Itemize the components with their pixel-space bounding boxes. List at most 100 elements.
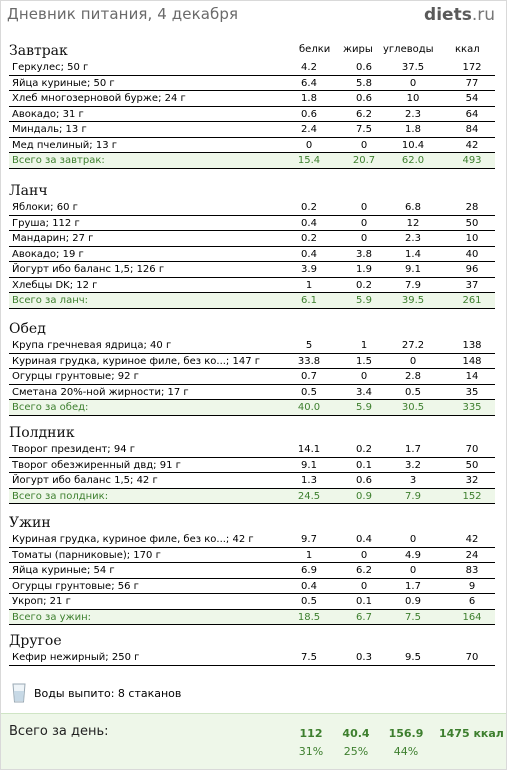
food-row[interactable]: Мед пчелиный; 13 г 0 0 10.4 42 [9,138,495,153]
day-total-kcal: 1475 ккал [439,727,504,740]
kcal-value: 37 [465,279,479,291]
day-total-fat-pct: 25% [343,745,369,758]
kcal-value: 148 [462,355,482,367]
carbs-value: 3.2 [405,459,421,471]
fat-value: 3.8 [356,248,372,260]
protein-value: 1 [305,549,313,561]
food-row[interactable]: Геркулес; 50 г 4.2 0.6 37.5 172 [9,60,495,76]
food-row[interactable]: Сметана 20%-ной жирности; 17 г 0.5 3.4 0.5 3… [9,385,495,400]
meal-total-label: Всего за полдник: [12,490,109,502]
kcal-value: 42 [465,139,479,151]
protein-value: 18.5 [297,611,321,623]
fat-value: 0 [360,139,368,151]
food-row[interactable]: Йогурт ибо баланс 1,5; 42 г 1.3 0.6 3 32 [9,473,495,489]
fat-value: 0.2 [356,279,372,291]
fat-value: 0.2 [356,444,372,455]
food-name: Яйца куриные; 54 г [12,565,115,576]
kcal-value: 54 [465,93,479,104]
kcal-value: 24 [465,549,479,561]
fat-value: 0.9 [356,490,372,502]
fat-value: 6.2 [356,108,372,120]
food-name: Огурцы грунтовые; 56 г [12,580,139,592]
carbs-value: 0 [409,355,417,367]
food-row[interactable]: Куриная грудка, куриное филе, без ко...;… [9,354,495,369]
food-row[interactable]: Груша; 112 г 0.4 0 12 50 [9,216,495,231]
carbs-value: 2.3 [405,233,421,244]
food-row[interactable]: Яйца куриные; 50 г 6.4 5.8 0 77 [9,76,495,91]
food-row[interactable]: Авокадо; 31 г 0.6 6.2 2.3 64 [9,107,495,122]
fat-value: 7.5 [356,124,372,135]
carbs-value: 9.5 [405,652,421,663]
fat-value: 0 [360,549,368,561]
food-row[interactable]: Томаты (парниковые); 170 г 1 0 4.9 24 [9,548,495,563]
page-title: Дневник питания, 4 декабря [7,5,239,23]
fat-value: 0.1 [356,459,372,471]
site-logo[interactable]: diets.ru [424,5,495,25]
kcal-value: 138 [462,340,482,351]
meal-total-row: Всего за ланч: 6.1 5.9 39.5 261 [9,293,495,309]
food-row[interactable]: Творог президент; 94 г 14.1 0.2 1.7 70 [9,442,495,458]
protein-value: 0.5 [301,596,317,607]
food-row[interactable]: Хлеб многозерновой бурже; 24 г 1.8 0.6 10 54 [9,91,495,107]
kcal-value: 35 [465,386,479,398]
carbs-value: 39.5 [401,295,425,306]
food-name: Авокадо; 31 г [12,108,84,120]
protein-value: 14.1 [297,444,321,455]
fat-value: 0.4 [356,534,372,545]
meal-total-row: Всего за полдник: 24.5 0.9 7.9 152 [9,488,495,504]
food-row[interactable]: Мандарин; 27 г 0.2 0 2.3 10 [9,231,495,247]
food-row[interactable]: Яйца куриные; 54 г 6.9 6.2 0 83 [9,563,495,579]
meal-title: Обед [9,321,46,337]
food-name: Куриная грудка, куриное филе, без ко...;… [12,355,261,367]
food-row[interactable]: Хлебцы DK; 12 г 1 0.2 7.9 37 [9,278,495,293]
meal-section: Полдник Творог президент; 94 г 14.1 0.2 1.7 7… [9,424,495,504]
protein-value: 0.4 [301,248,317,260]
meal-title: Завтрак [9,43,68,59]
fat-value: 6.7 [356,611,372,623]
day-total-protein-pct: 31% [298,745,324,758]
logo-suffix: .ru [471,5,495,25]
protein-value: 3.9 [301,264,317,275]
water-text: Воды выпито: 8 стаканов [34,687,182,700]
protein-value: 1.8 [301,93,317,104]
kcal-value: 64 [465,108,479,120]
carbs-value: 27.2 [401,340,425,351]
kcal-value: 9 [468,580,476,592]
fat-value: 0.6 [356,475,372,486]
food-row[interactable]: Авокадо; 19 г 0.4 3.8 1.4 40 [9,247,495,262]
kcal-value: 172 [462,62,482,73]
food-row[interactable]: Куриная грудка, куриное филе, без ко...;… [9,532,495,548]
kcal-value: 84 [465,124,479,135]
protein-value: 6.4 [301,77,317,89]
carbs-value: 2.3 [405,108,421,120]
food-name: Авокадо; 19 г [12,248,84,260]
food-row[interactable]: Укроп; 21 г 0.5 0.1 0.9 6 [9,594,495,610]
kcal-value: 152 [462,490,482,502]
food-row[interactable]: Огурцы грунтовые; 56 г 0.4 0 1.7 9 [9,579,495,594]
protein-value: 0.6 [301,108,317,120]
meal-total-label: Всего за ужин: [12,611,92,623]
kcal-value: 28 [465,202,479,213]
food-name: Куриная грудка, куриное филе, без ко...;… [12,534,254,545]
food-row[interactable]: Йогурт ибо баланс 1,5; 126 г 3.9 1.9 9.1 96 [9,262,495,278]
food-row[interactable]: Яблоки; 60 г 0.2 0 6.8 28 [9,200,495,216]
kcal-value: 10 [465,233,479,244]
protein-value: 2.4 [301,124,317,135]
food-row[interactable]: Миндаль; 13 г 2.4 7.5 1.8 84 [9,122,495,138]
carbs-value: 0.5 [405,386,421,398]
protein-value: 6.1 [301,295,317,306]
meal-section: Обед Крупа гречневая ядрица; 40 г 5 1 27.2 13… [9,320,495,416]
kcal-value: 77 [465,77,479,89]
kcal-value: 70 [465,444,479,455]
protein-value: 9.1 [301,459,317,471]
protein-value: 0.4 [301,580,317,592]
carbs-value: 0 [409,565,417,576]
fat-value: 0 [360,233,368,244]
food-row[interactable]: Крупа гречневая ядрица; 40 г 5 1 27.2 138 [9,338,495,354]
food-row[interactable]: Творог обезжиренный двд; 91 г 9.1 0.1 3.2 50 [9,458,495,473]
food-row[interactable]: Кефир нежирный; 250 г 7.5 0.3 9.5 70 [9,650,495,666]
day-total-carbs-pct: 44% [393,745,419,758]
food-row[interactable]: Огурцы грунтовые; 92 г 0.7 0 2.8 14 [9,369,495,385]
carbs-value: 12 [406,217,420,229]
food-name: Хлеб многозерновой бурже; 24 г [12,93,186,104]
